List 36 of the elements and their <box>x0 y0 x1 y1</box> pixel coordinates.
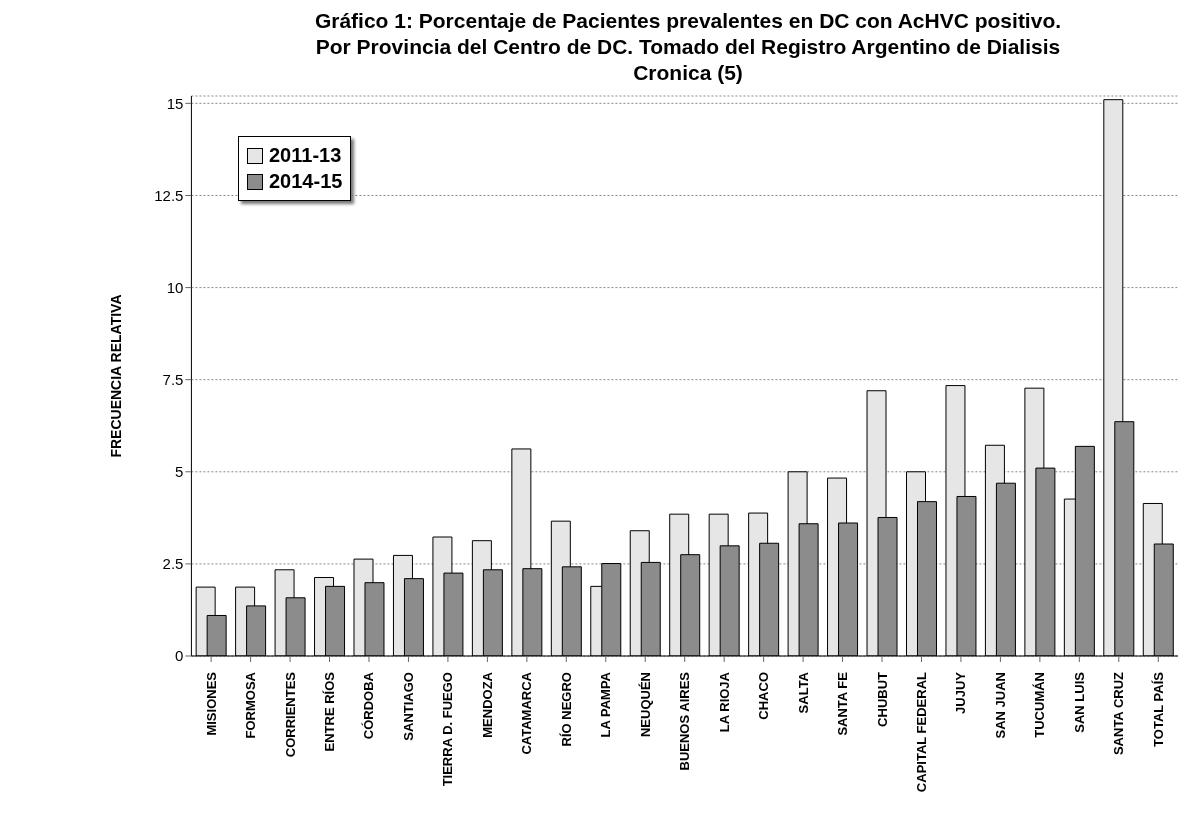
y-tick-label: 15 <box>166 94 184 112</box>
x-tick-label: CHACO <box>756 672 772 720</box>
legend-label: 2014-15 <box>268 170 343 193</box>
x-tick-label: TOTAL PAÍS <box>1150 671 1166 747</box>
x-tick-label: SALTA <box>795 671 811 714</box>
x-tick-label: BUENOS AIRES <box>677 671 693 771</box>
x-tick-label: CATAMARCA <box>519 671 535 755</box>
x-tick-label: TIERRA D. FUEGO <box>440 672 456 787</box>
x-tick-label: MENDOZA <box>479 671 495 738</box>
x-tick-label: CORRIENTES <box>282 671 298 758</box>
y-tick-label: 7.5 <box>162 371 184 389</box>
x-tick-label: LA RIOJA <box>716 671 732 733</box>
x-tick-label: NEUQUÉN <box>637 672 653 738</box>
x-tick-label: FORMOSA <box>243 671 259 739</box>
x-tick-label: CHUBUT <box>874 671 890 727</box>
x-tick-label: JUJUY <box>953 671 969 714</box>
x-tick-label: MISIONES <box>203 671 219 736</box>
x-tick-label: CÓRDOBA <box>361 671 377 740</box>
y-tick-label: 10 <box>166 278 184 296</box>
x-tick-label: SANTIAGO <box>400 672 416 741</box>
y-tick-label: 5 <box>175 463 184 481</box>
x-tick-label: RÍO NEGRO <box>558 672 574 747</box>
x-tick-label: SAN JUAN <box>992 672 1008 739</box>
x-tick-label: TUCUMÁN <box>1032 672 1048 738</box>
y-tick-label: 2.5 <box>162 555 184 573</box>
chart-title: Gráfico 1: Porcentaje de Pacientes prevalentes en DC con AcHVC positivo. Por Provincia del Centro de DC. Tomado del Registro Argentino de Dialisis Cronica (5) <box>313 8 1063 86</box>
legend-label: 2011-13 <box>268 144 343 167</box>
y-axis-title: FRECUENCIA RELATIVA <box>108 294 125 458</box>
x-tick-label: SANTA CRUZ <box>1111 671 1127 756</box>
x-tick-label: CAPITAL FEDERAL <box>913 671 929 793</box>
y-tick-label: 0 <box>175 647 184 665</box>
x-tick-label: SANTA FE <box>835 671 851 736</box>
x-tick-label: ENTRE RÍOS <box>322 671 338 752</box>
x-tick-label: SAN LUIS <box>1071 671 1087 733</box>
x-tick-label: LA PAMPA <box>598 671 614 738</box>
y-tick-label: 12.5 <box>154 186 184 204</box>
